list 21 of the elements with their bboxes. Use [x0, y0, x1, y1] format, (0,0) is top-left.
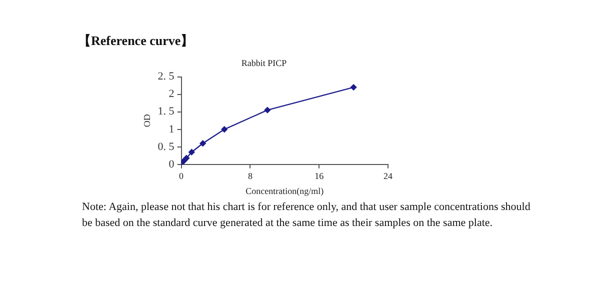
y-tick-label: 1. 5 [158, 106, 175, 118]
point [183, 154, 190, 162]
text: 【Reference curve】 [78, 32, 194, 50]
x-axis-title: Concentration(ng/ml) [246, 186, 324, 196]
chart-title: Rabbit PICP [241, 58, 287, 68]
text: Note: Again, please not that his chart is for reference only, and that user sample concentrations should be based on the standard curve generated at the same time as their samples on the same plate. [82, 200, 532, 231]
x-tick-label: 0 [179, 171, 184, 182]
point [264, 106, 271, 114]
y-axis-title: OD [142, 114, 152, 128]
point [200, 140, 206, 146]
x-tick-label: 24 [384, 171, 393, 182]
point [188, 149, 195, 156]
y-tick-label: 2 [168, 88, 174, 100]
point [350, 84, 357, 90]
x-tick-label: 16 [314, 171, 324, 182]
y-tick-label: 0 [168, 158, 175, 170]
y-tick-label: 0. 5 [158, 140, 175, 153]
x-tick-label: 8 [248, 171, 253, 182]
point [221, 126, 228, 132]
y-tick-label: 2. 5 [158, 70, 175, 83]
y-tick-label: 1 [168, 123, 174, 136]
